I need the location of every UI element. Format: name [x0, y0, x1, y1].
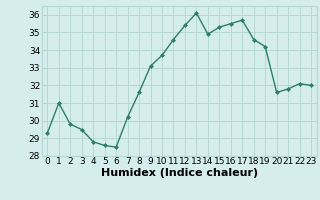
X-axis label: Humidex (Indice chaleur): Humidex (Indice chaleur): [100, 168, 258, 178]
